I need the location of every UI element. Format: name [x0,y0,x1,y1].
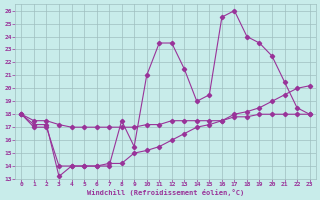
X-axis label: Windchill (Refroidissement éolien,°C): Windchill (Refroidissement éolien,°C) [87,189,244,196]
